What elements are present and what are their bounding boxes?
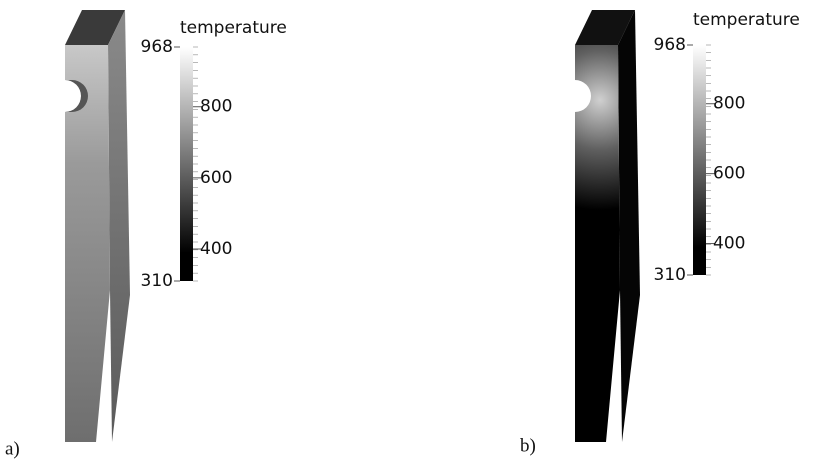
colorbar-tick-label: 600 xyxy=(713,164,745,184)
colorbar xyxy=(693,45,706,275)
model-b xyxy=(575,10,640,442)
colorbar-tick-label: 400 xyxy=(200,239,232,259)
panel-label: a) xyxy=(5,438,20,459)
colorbar-min-label: 310 xyxy=(141,271,173,291)
colorbar-min-label: 310 xyxy=(654,265,686,285)
colorbar-tick-label: 800 xyxy=(713,94,745,114)
figure: a) b) temperature 968 310 400 600 800 temperat… xyxy=(0,0,819,462)
colorbar-tick-label: 400 xyxy=(713,234,745,254)
model-a xyxy=(65,10,130,442)
colorbar-tick-label: 800 xyxy=(200,97,232,117)
colorbar xyxy=(180,47,193,281)
colorbar-tick-label: 600 xyxy=(200,168,232,188)
panel-label: b) xyxy=(520,435,536,456)
colorbar-max-label: 968 xyxy=(141,37,173,57)
colorbar-title: temperature xyxy=(693,10,800,30)
colorbar-title: temperature xyxy=(180,18,287,38)
colorbar-max-label: 968 xyxy=(654,35,686,55)
